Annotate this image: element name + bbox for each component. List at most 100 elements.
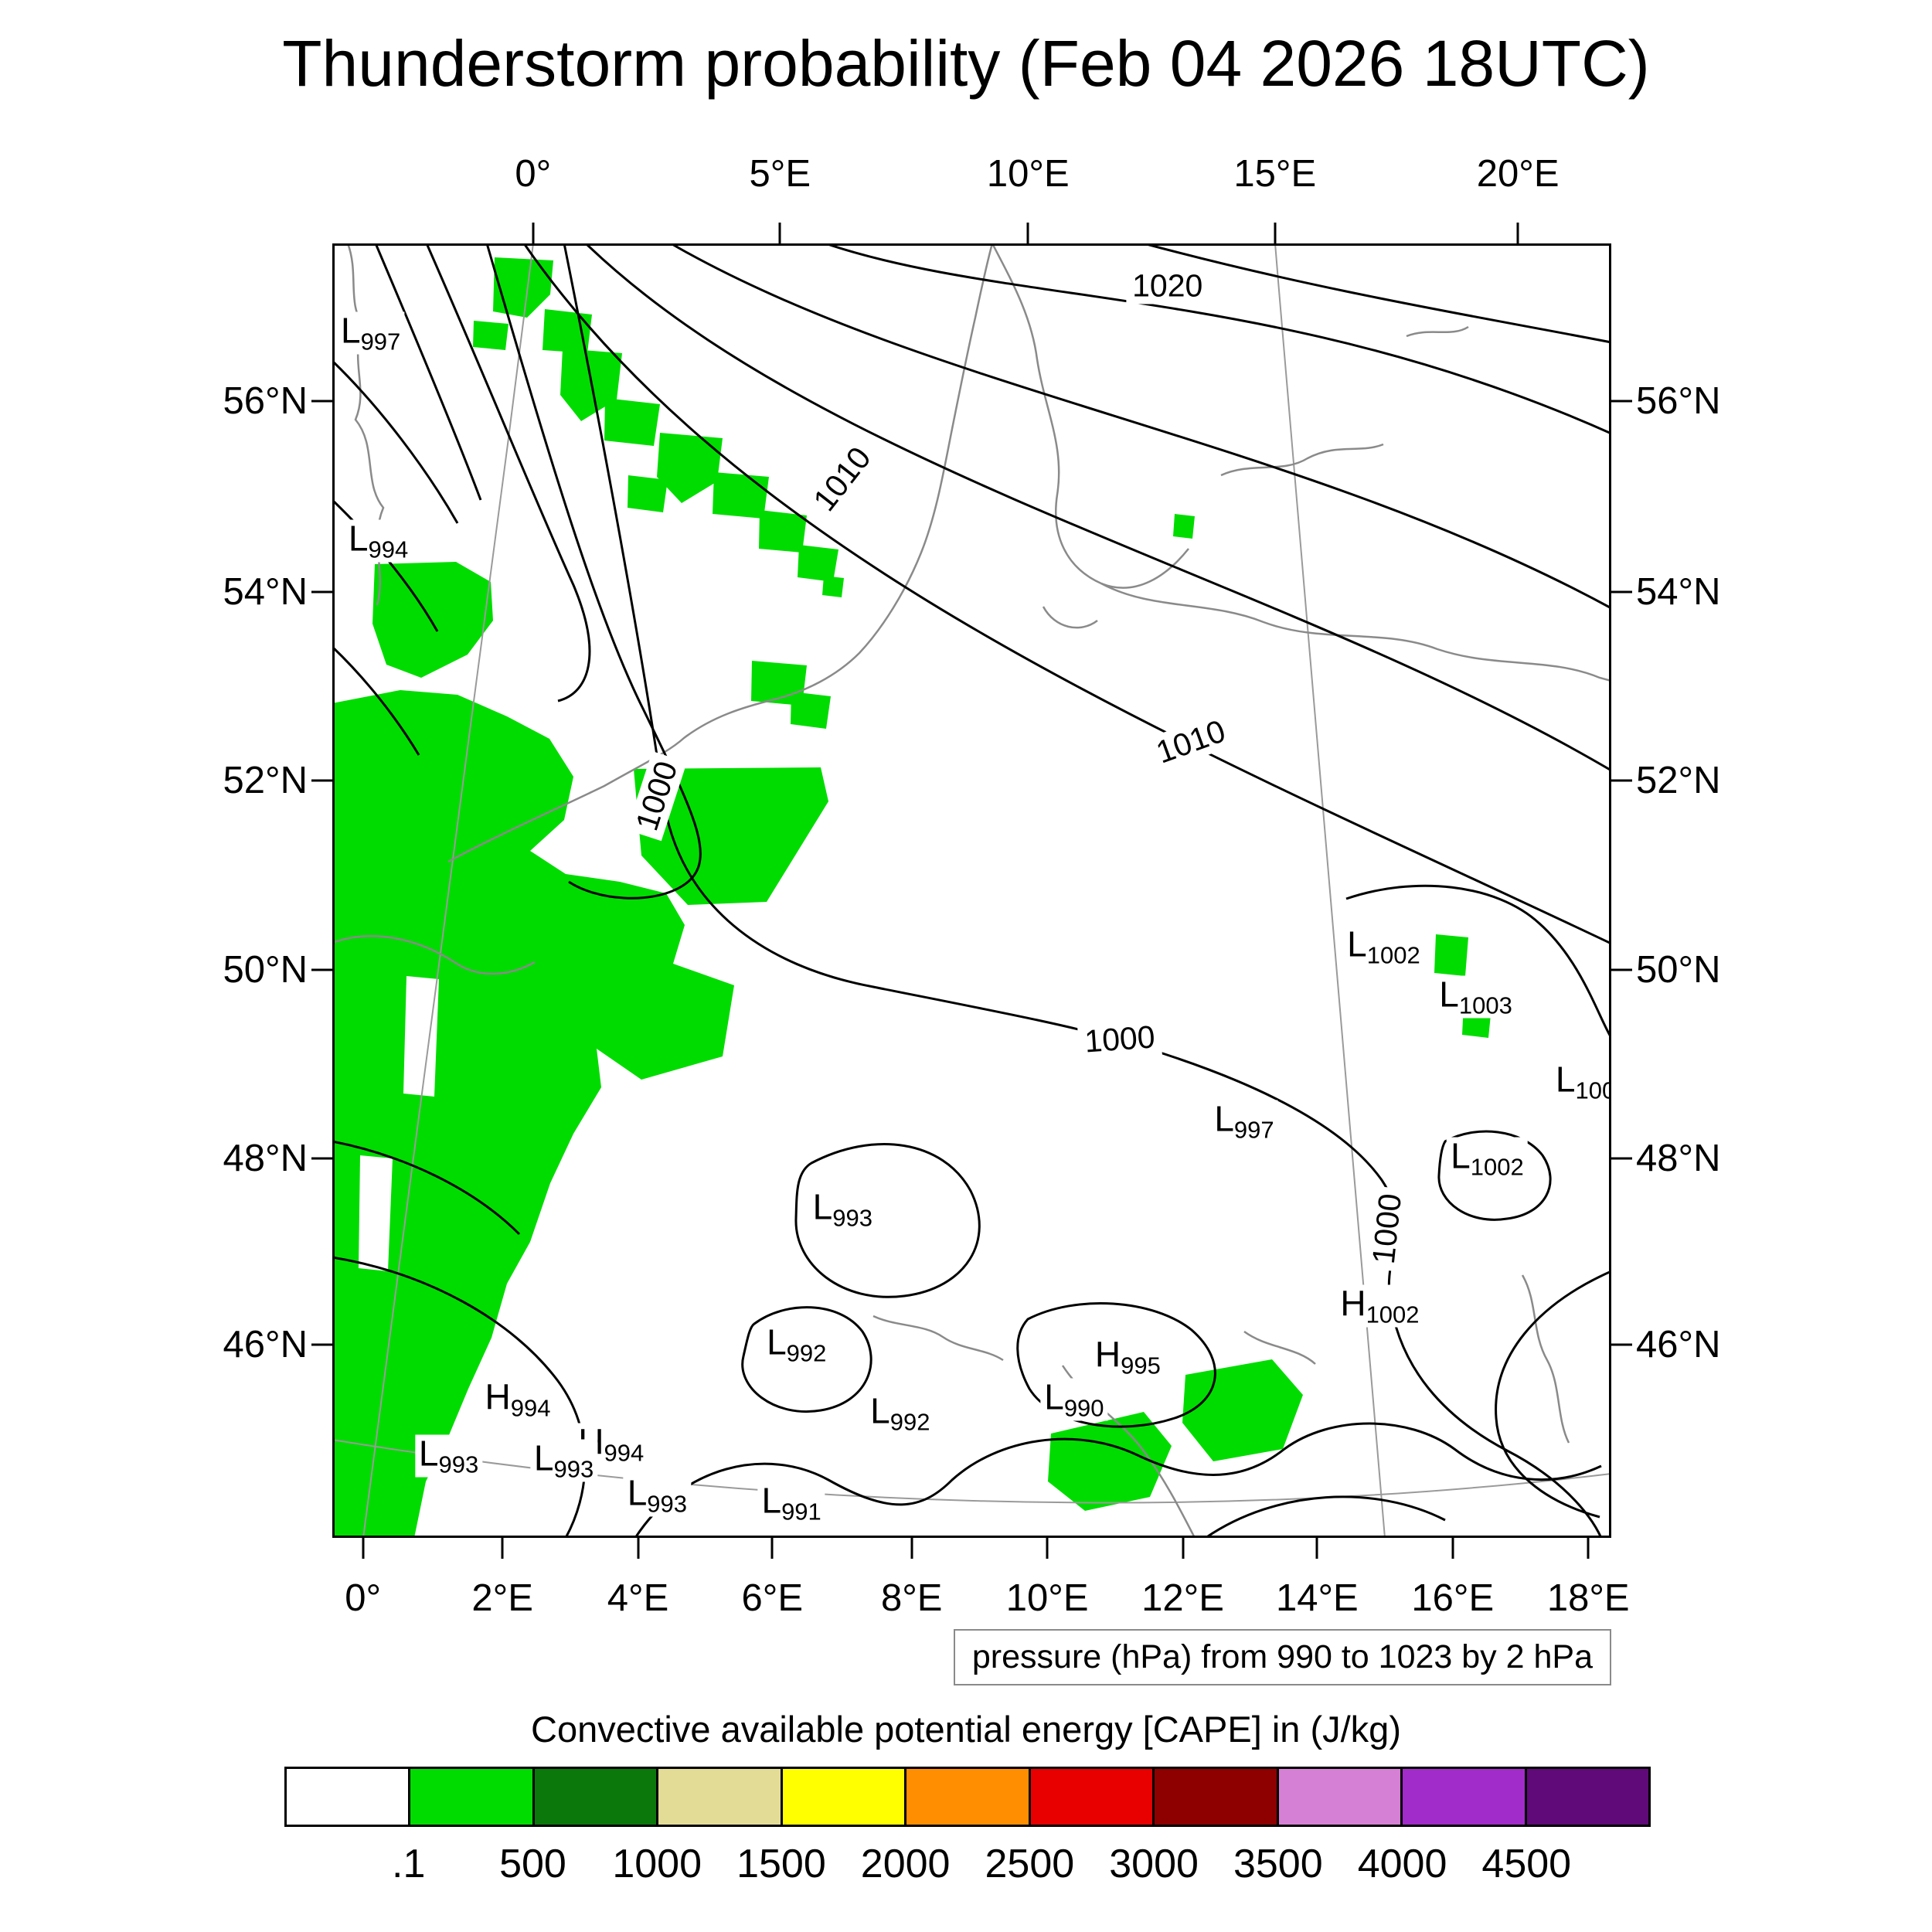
pressure-center-low-1002: L1002 [1343, 925, 1424, 968]
axis-tick-bottom [910, 1538, 913, 1559]
pressure-note: pressure (hPa) from 990 to 1023 by 2 hPa [953, 1629, 1611, 1685]
axis-label-top: 20°E [1476, 153, 1560, 195]
axis-label-bottom: 16°E [1411, 1577, 1495, 1619]
cape-level-label: 1500 [736, 1842, 826, 1886]
map-wrap: L997 L994 L1002 L1003 L1003 L997 L1002 H1002 L99… [332, 243, 1611, 1538]
axis-tick-left [311, 1343, 332, 1346]
cape-colorbar [284, 1767, 1651, 1827]
cape-color-swatch [1403, 1769, 1527, 1825]
axis-label-left: 52°N [223, 760, 308, 802]
axis-label-right: 52°N [1636, 760, 1721, 802]
cape-color-swatch [1155, 1769, 1279, 1825]
axis-tick-right [1611, 590, 1632, 594]
axis-tick-top [1516, 223, 1519, 243]
pressure-center-low-992: L992 [763, 1323, 831, 1366]
cape-legend-title: Convective available potential energy [C… [531, 1709, 1401, 1750]
axis-tick-top [778, 223, 781, 243]
cape-color-swatch [658, 1769, 783, 1825]
axis-label-left: 56°N [223, 380, 308, 423]
axis-label-bottom: 2°E [471, 1577, 533, 1619]
axis-tick-left [311, 590, 332, 594]
isobar-label-1000: 1000 [1077, 1018, 1163, 1061]
cape-level-label: 500 [499, 1842, 566, 1886]
axis-tick-bottom [501, 1538, 504, 1559]
axis-tick-right [1611, 1157, 1632, 1160]
axis-tick-bottom [1182, 1538, 1185, 1559]
axis-tick-bottom [1451, 1538, 1454, 1559]
axis-label-left: 48°N [223, 1138, 308, 1180]
cape-level-label: 3000 [1109, 1842, 1199, 1886]
axis-label-bottom: 12°E [1141, 1577, 1224, 1619]
axis-label-bottom: 4°E [607, 1577, 669, 1619]
cape-color-swatch [287, 1769, 411, 1825]
chart-title: Thunderstorm probability (Feb 04 2026 18… [282, 27, 1650, 100]
cape-level-label: 1000 [612, 1842, 702, 1886]
axis-label-left: 46°N [223, 1324, 308, 1366]
cape-level-label: 4000 [1357, 1842, 1447, 1886]
axis-label-top: 0° [515, 153, 552, 195]
axis-label-bottom: 8°E [880, 1577, 943, 1619]
cape-shading-gaps [359, 976, 439, 1271]
cape-level-label: 2000 [860, 1842, 951, 1886]
map-plot-area: L997 L994 L1002 L1003 L1003 L997 L1002 H1002 L99… [332, 243, 1611, 1538]
cape-color-swatch [410, 1769, 535, 1825]
axis-tick-right [1611, 400, 1632, 403]
cape-level-label: 2500 [985, 1842, 1075, 1886]
axis-label-top: 15°E [1233, 153, 1317, 195]
cape-color-swatch [906, 1769, 1031, 1825]
graticule-layer [332, 243, 1611, 1538]
cape-level-label: .1 [392, 1842, 426, 1886]
axis-label-right: 54°N [1636, 570, 1721, 613]
pressure-center-low-994: L994 [344, 519, 413, 563]
axis-label-bottom: 10°E [1005, 1577, 1089, 1619]
axis-tick-left [311, 779, 332, 782]
axis-tick-bottom [362, 1538, 365, 1559]
axis-tick-right [1611, 779, 1632, 782]
axis-label-bottom: 14°E [1275, 1577, 1359, 1619]
isobar-label-1010: 1010 [1145, 710, 1236, 774]
pressure-center-low-1002: L1002 [1447, 1137, 1528, 1180]
pressure-center-high-1002: H1002 [1336, 1284, 1423, 1328]
pressure-center-low-1003: L1003 [1551, 1060, 1611, 1104]
pressure-center-low-991: L991 [757, 1481, 825, 1525]
axis-tick-right [1611, 1343, 1632, 1346]
isobar-label-1000: 1000 [627, 750, 688, 842]
pressure-center-low-997: L997 [336, 311, 405, 355]
axis-label-bottom: 6°E [741, 1577, 804, 1619]
pressure-center-low-1003: L1003 [1435, 975, 1516, 1019]
axis-tick-top [1026, 223, 1029, 243]
axis-label-top: 10°E [986, 153, 1070, 195]
pressure-center-low-993: L993 [808, 1188, 877, 1231]
isobar-label-1020: 1020 [1126, 267, 1209, 304]
isobar-label-1010: 1010 [802, 435, 883, 523]
axis-tick-bottom [1315, 1538, 1318, 1559]
axis-label-right: 56°N [1636, 380, 1721, 423]
cape-level-label: 4500 [1481, 1842, 1572, 1886]
pressure-center-low-997: L997 [1210, 1100, 1278, 1143]
pressure-center-low-992: L992 [866, 1392, 934, 1435]
cape-color-swatch [782, 1769, 907, 1825]
axis-tick-bottom [637, 1538, 640, 1559]
pressure-center-low-993: L993 [623, 1474, 692, 1517]
axis-tick-top [532, 223, 535, 243]
cape-color-swatch [1526, 1769, 1648, 1825]
pressure-center-low-993: L993 [529, 1439, 598, 1481]
cape-colorbar-labels: .1 500 1000 1500 2000 2500 3000 3500 4000 4500 [284, 1841, 1651, 1889]
pressure-center-low-990: L990 [1040, 1378, 1108, 1421]
axis-tick-bottom [1046, 1538, 1049, 1559]
axis-tick-left [311, 1157, 332, 1160]
axis-label-top: 5°E [749, 153, 811, 195]
cape-level-label: 3500 [1233, 1842, 1323, 1886]
axis-label-right: 48°N [1636, 1138, 1721, 1180]
axis-label-right: 50°N [1636, 948, 1721, 991]
axis-label-bottom: 18°E [1546, 1577, 1630, 1619]
axis-tick-bottom [770, 1538, 774, 1559]
cape-color-swatch [1030, 1769, 1155, 1825]
pressure-center-low-993: L993 [414, 1434, 483, 1478]
axis-label-left: 54°N [223, 570, 308, 613]
axis-tick-left [311, 968, 332, 971]
cape-color-swatch [534, 1769, 659, 1825]
axis-label-bottom: 0° [345, 1577, 382, 1619]
axis-tick-bottom [1587, 1538, 1590, 1559]
